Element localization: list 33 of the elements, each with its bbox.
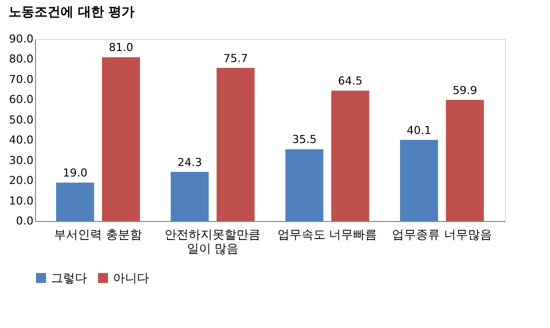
legend-label: 그렇다 [51, 271, 87, 285]
y-tick-label: 90.0 [9, 32, 34, 46]
bar [102, 57, 140, 221]
y-tick-label: 80.0 [9, 52, 34, 66]
x-tick-label: 안전하지못할만큼 일이 많음 [164, 228, 261, 256]
bar [400, 140, 438, 221]
data-label: 24.3 [178, 156, 202, 169]
data-label: 81.0 [108, 41, 134, 54]
data-label: 64.5 [338, 74, 362, 88]
bar [170, 172, 209, 221]
y-tick-label: 20.0 [9, 174, 34, 188]
x-tick-label: 업무종류 너무많음 [392, 228, 492, 242]
y-tick-label: 50.0 [9, 113, 34, 126]
bar [285, 149, 324, 221]
data-label: 75.7 [223, 52, 248, 65]
chart-title: 노동조건에 대한 평가 [8, 5, 135, 20]
data-label: 35.5 [292, 133, 317, 146]
y-tick-label: 40.0 [9, 134, 34, 147]
bar [56, 182, 94, 221]
y-tick-label: 60.0 [9, 93, 34, 106]
bar [216, 68, 255, 221]
y-tick-label: 0.0 [16, 214, 34, 228]
y-tick-label: 10.0 [9, 194, 34, 208]
data-label: 19.0 [62, 166, 88, 180]
x-tick-label: 업무속도 너무빠름 [277, 228, 378, 242]
data-label: 40.1 [406, 124, 432, 137]
y-tick-label: 70.0 [9, 72, 34, 86]
x-tick-label: 부서인력 충분함 [54, 228, 142, 242]
data-label: 59.9 [452, 84, 478, 97]
bar [331, 90, 370, 221]
bar [446, 100, 484, 221]
legend-label: 아니다 [113, 271, 149, 285]
y-tick-label: 30.0 [9, 154, 34, 167]
